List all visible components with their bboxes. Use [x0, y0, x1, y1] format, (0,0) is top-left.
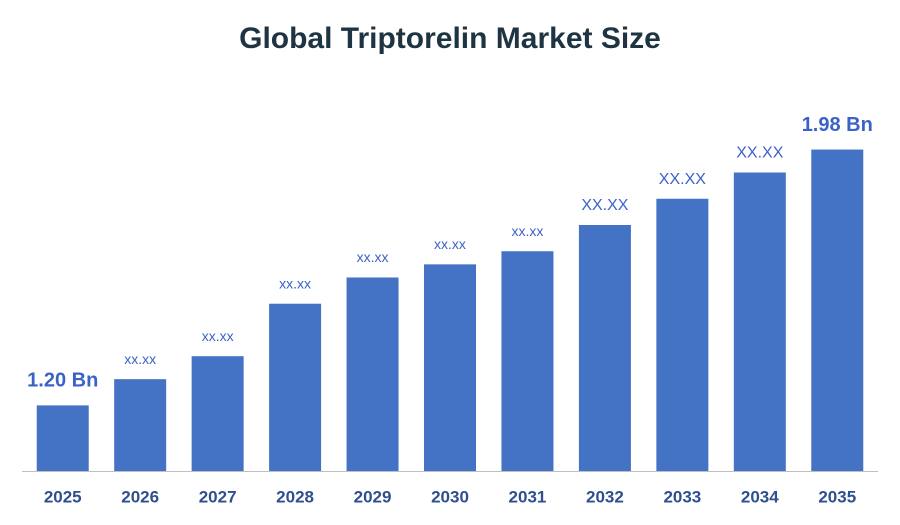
value-label: xx.xx — [357, 249, 389, 265]
bar — [269, 303, 322, 471]
bar — [36, 405, 89, 471]
chart-title: Global Triptorelin Market Size — [239, 22, 661, 55]
bar — [501, 251, 554, 471]
bar — [346, 277, 399, 471]
value-label: xx.xx — [202, 328, 234, 344]
bar — [424, 264, 476, 471]
bar — [114, 379, 167, 471]
x-tick-label: 2033 — [663, 487, 701, 506]
value-label: xx.xx — [124, 351, 156, 367]
bar — [578, 225, 631, 471]
value-label: 1.20 Bn — [27, 370, 98, 392]
value-label: xx.xx — [512, 223, 544, 239]
value-label: XX.XX — [736, 145, 783, 162]
x-tick-label: 2035 — [818, 487, 856, 506]
x-tick-label: 2031 — [509, 487, 547, 506]
x-tick-label: 2032 — [586, 487, 624, 506]
value-label: XX.XX — [659, 171, 706, 188]
bar — [811, 149, 864, 471]
bar — [733, 172, 786, 471]
x-tick-label: 2028 — [276, 487, 314, 506]
x-tick-label: 2034 — [741, 487, 779, 506]
value-label: 1.98 Bn — [802, 114, 873, 136]
value-label: XX.XX — [581, 197, 628, 214]
x-tick-label: 2027 — [199, 487, 237, 506]
x-tick-label: 2026 — [121, 487, 159, 506]
value-label: xx.xx — [434, 236, 466, 252]
bar — [656, 198, 709, 471]
bar — [191, 356, 244, 471]
x-tick-label: 2030 — [431, 487, 469, 506]
value-label: xx.xx — [279, 275, 311, 291]
x-tick-label: 2029 — [354, 487, 392, 506]
x-tick-label: 2025 — [44, 487, 82, 506]
